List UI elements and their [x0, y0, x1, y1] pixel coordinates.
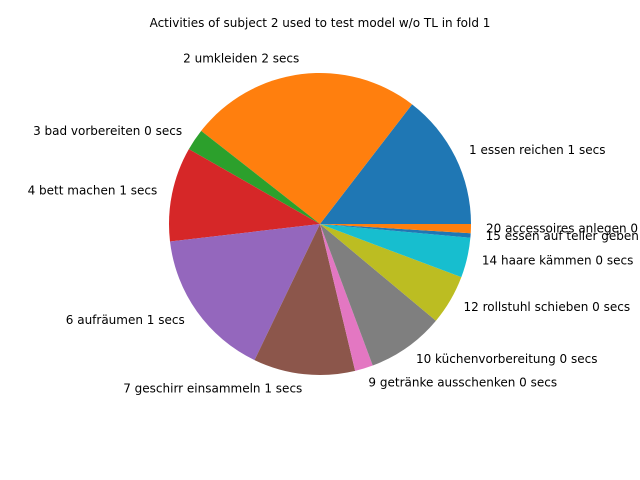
pie-slices: [168, 72, 472, 375]
pie-slice-label-12: 20 accessoires anlegen 0 secs: [486, 222, 640, 236]
pie-slice-label-8: 10 küchenvorbereitung 0 secs: [416, 352, 598, 366]
chart-title: Activities of subject 2 used to test mod…: [150, 16, 491, 30]
pie-slice-label-7: 9 getränke ausschenken 0 secs: [368, 375, 557, 389]
pie-slice-3: [188, 130, 320, 224]
pie-slice-2: [201, 72, 413, 225]
pie-slice-4: [168, 149, 320, 242]
pie-slice-9: [320, 224, 462, 321]
pie-slice-12: [320, 224, 472, 234]
pie-slice-8: [320, 224, 436, 366]
pie-slice-10: [320, 224, 471, 278]
pie-slice-label-6: 7 geschirr einsammeln 1 secs: [123, 382, 302, 396]
pie-slice-label-5: 6 aufräumen 1 secs: [66, 313, 185, 327]
pie-slice-6: [254, 224, 356, 375]
pie-slice-1: [320, 104, 471, 224]
pie-slice-label-11: 15 essen auf teller geben 0 secs: [486, 229, 640, 243]
pie-slice-label-9: 12 rollstuhl schieben 0 secs: [464, 300, 631, 314]
pie-slice-11: [320, 224, 471, 238]
pie-slice-label-1: 1 essen reichen 1 secs: [469, 143, 605, 157]
pie-labels: 1 essen reichen 1 secs 2 umkleiden 2 secs…: [28, 52, 640, 396]
pie-slice-label-4: 4 bett machen 1 secs: [28, 183, 158, 197]
pie-slice-label-3: 3 bad vorbereiten 0 secs: [33, 124, 182, 138]
pie-slice-7: [320, 224, 373, 371]
pie-slice-5: [170, 224, 320, 361]
pie-slice-label-2: 2 umkleiden 2 secs: [183, 52, 299, 66]
pie-slice-label-10: 14 haare kämmen 0 secs: [482, 254, 633, 268]
